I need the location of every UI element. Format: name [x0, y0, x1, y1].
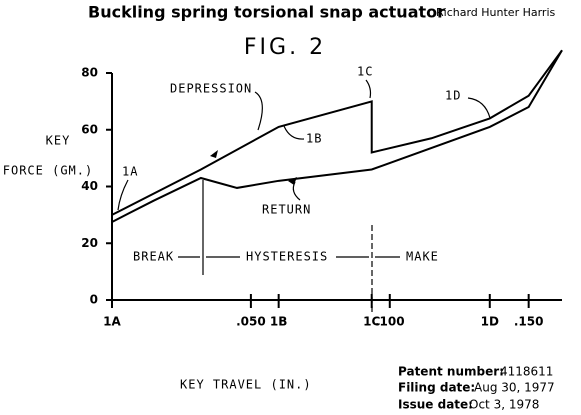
- arrow: [210, 150, 218, 158]
- leader: [117, 179, 129, 211]
- x-tick-label: .050: [236, 315, 266, 329]
- y-tick-label: 60: [81, 122, 98, 136]
- annotation: 1C: [357, 65, 373, 79]
- x-tick-label: 1C: [363, 315, 380, 329]
- line: [111, 49, 563, 223]
- patent-label: Patent number:: [398, 365, 504, 379]
- annotation: 1B: [306, 132, 322, 146]
- patent-value: 4118611: [500, 365, 553, 379]
- leader: [254, 91, 263, 131]
- chart-title: Buckling spring torsional snap actuator: [88, 3, 445, 22]
- y-tick-label: 0: [90, 293, 98, 307]
- x-tick-label: .100: [375, 315, 405, 329]
- series-label: DEPRESSION: [170, 82, 252, 96]
- annotation: 1D: [445, 89, 461, 103]
- y-tick-label: 40: [81, 179, 98, 193]
- leader: [365, 79, 372, 99]
- annotation: 1A: [122, 165, 138, 179]
- leader: [292, 181, 301, 201]
- x-tick-label: .150: [514, 315, 544, 329]
- annotation: BREAK: [133, 250, 174, 264]
- author: Richard Hunter Harris: [436, 6, 556, 19]
- leader: [467, 97, 491, 119]
- y-tick-label: 80: [81, 66, 98, 80]
- line: [111, 49, 563, 216]
- patent-value: Aug 30, 1977: [474, 381, 555, 395]
- patent-label: Issue date:: [398, 398, 473, 412]
- annotation: MAKE: [406, 250, 439, 264]
- y-axis-label: KEY: [46, 134, 71, 148]
- y-tick-label: 20: [81, 236, 98, 250]
- leader: [283, 125, 305, 140]
- x-tick-label: 1B: [270, 315, 288, 329]
- patent-value: Oct 3, 1978: [469, 398, 539, 412]
- patent-label: Filing date:: [398, 381, 475, 395]
- x-tick-label: 1D: [481, 315, 499, 329]
- figure-label: FIG. 2: [244, 35, 326, 60]
- x-axis-label: KEY TRAVEL (IN.): [180, 378, 312, 392]
- annotation: HYSTERESIS: [246, 250, 328, 264]
- x-tick-label: 1A: [103, 315, 121, 329]
- y-axis-label: FORCE (GM.): [3, 164, 93, 178]
- series-label: RETURN: [262, 203, 311, 217]
